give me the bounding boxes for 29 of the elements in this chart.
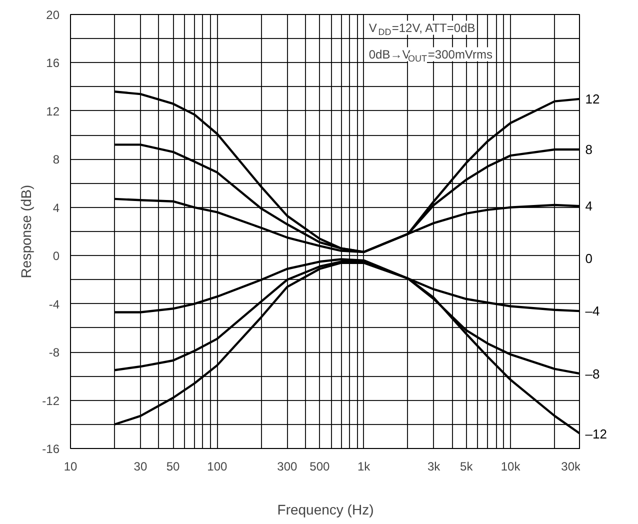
y-tick-label: -16 [42,442,60,456]
x-tick-label: 500 [310,460,330,474]
y-tick-label: 12 [46,104,60,118]
series-label: 4 [585,198,593,214]
x-tick-label: 5k [460,460,474,474]
x-tick-label: 50 [166,460,180,474]
x-tick-label: 1k [358,460,372,474]
series-label: 12 [585,91,600,106]
y-tick-label: -12 [42,394,60,408]
x-tick-label: 10 [64,460,78,474]
x-tick-label: 100 [207,460,228,474]
y-tick-label: 0 [52,249,60,264]
y-tick-label: 8 [52,152,60,167]
y-tick-label: 4 [52,200,60,215]
series-label: 8 [585,142,593,158]
x-tick-label: 3k [427,460,442,474]
y-tick-label: 16 [46,56,60,70]
x-axis-title: Frequency (Hz) [277,502,374,518]
y-axis-title: Response (dB) [18,184,34,278]
text: 0 [585,251,593,266]
y-tick-label: -8 [48,346,60,360]
y-tick-label: -4 [48,297,60,312]
x-tick-label: 30 [134,460,148,474]
series-label: –4 [585,304,600,319]
y-tick-label: 20 [46,8,60,22]
series-label: –8 [585,366,600,382]
series-label: –12 [585,426,608,442]
x-tick-label: 300 [277,460,298,474]
x-tick-label: 10k [500,460,522,474]
